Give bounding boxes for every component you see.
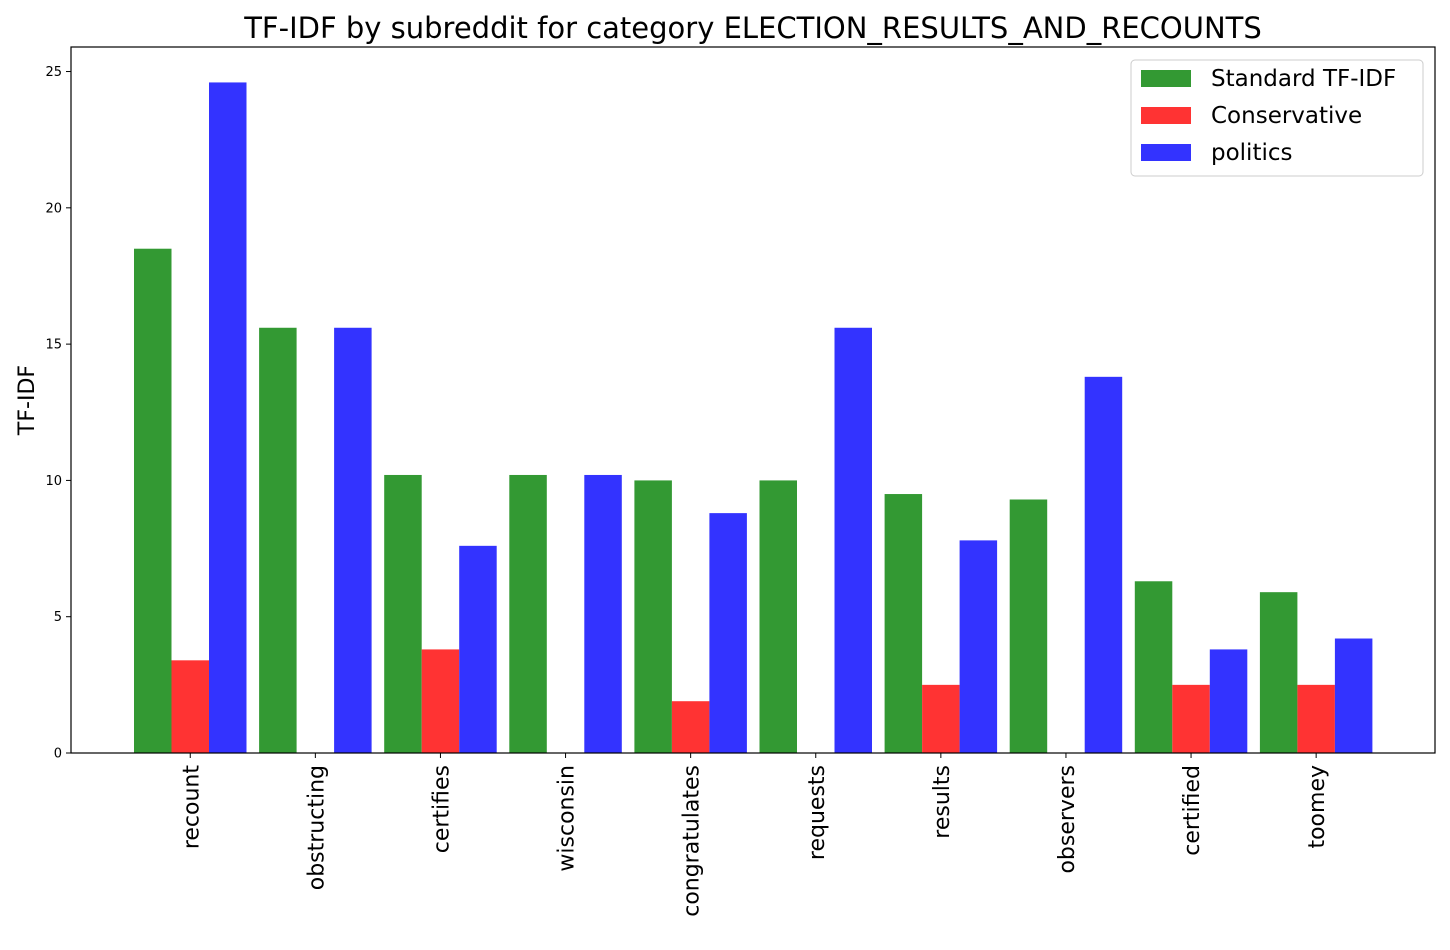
bar-politics-observers — [1084, 376, 1123, 753]
y-axis: 0 5 10 15 20 25 — [45, 65, 71, 762]
bar-conservative-certified — [1172, 684, 1210, 753]
legend-label-conservative: Conservative — [1211, 103, 1362, 129]
chart-title: TF-IDF by subreddit for category ELECTIO… — [243, 11, 1262, 45]
bar-standard-tf-idf-recount — [134, 248, 172, 753]
y-tick-label: 15 — [45, 338, 62, 353]
bar-politics-congratulates — [709, 513, 747, 753]
bars-layer — [134, 82, 1373, 754]
x-tick-label-observers: observers — [1055, 765, 1080, 874]
bar-standard-tf-idf-congratulates — [634, 480, 672, 753]
x-tick-label-certified: certified — [1180, 765, 1205, 856]
bar-conservative-congratulates — [671, 701, 710, 753]
legend-swatch-conservative — [1141, 107, 1191, 124]
legend: Standard TF-IDF Conservative politics — [1130, 59, 1424, 177]
x-tick-label-results: results — [930, 765, 955, 839]
bar-politics-certifies — [459, 545, 497, 753]
y-tick-label: 10 — [45, 474, 62, 489]
bar-politics-recount — [209, 82, 247, 754]
x-tick-label-certifies: certifies — [429, 765, 454, 853]
bar-conservative-recount — [171, 660, 209, 753]
bar-standard-tf-idf-obstructing — [259, 327, 297, 753]
bar-standard-tf-idf-certified — [1134, 581, 1173, 753]
y-tick-label: 20 — [45, 201, 62, 216]
x-tick-label-requests: requests — [805, 765, 830, 860]
legend-box — [1130, 59, 1424, 177]
x-tick-label-wisconsin: wisconsin — [555, 765, 580, 872]
plot-frame — [70, 46, 1436, 754]
bar-standard-tf-idf-observers — [1009, 499, 1048, 753]
bar-conservative-results — [922, 684, 960, 753]
bar-politics-results — [959, 540, 998, 753]
bar-standard-tf-idf-results — [884, 494, 923, 753]
bar-standard-tf-idf-certifies — [384, 474, 422, 753]
y-tick-label: 5 — [54, 610, 62, 625]
bar-standard-tf-idf-toomey — [1259, 592, 1298, 753]
bar-standard-tf-idf-requests — [759, 480, 797, 753]
bar-politics-requests — [834, 327, 872, 753]
x-tick-label-toomey: toomey — [1305, 765, 1330, 849]
legend-swatch-politics — [1141, 144, 1191, 161]
y-tick-label: 25 — [45, 65, 62, 80]
x-tick-label-obstructing: obstructing — [304, 765, 329, 890]
bar-conservative-certifies — [421, 649, 460, 753]
bar-politics-certified — [1209, 649, 1248, 753]
bar-politics-obstructing — [334, 327, 372, 753]
x-tick-label-congratulates: congratulates — [680, 765, 705, 917]
x-tick-label-recount: recount — [179, 765, 204, 850]
legend-swatch-standard-tf-idf — [1141, 70, 1191, 87]
bar-politics-toomey — [1334, 638, 1373, 753]
y-tick-label: 0 — [54, 747, 62, 762]
bar-standard-tf-idf-wisconsin — [509, 474, 547, 753]
bar-conservative-toomey — [1297, 684, 1335, 753]
x-axis: recount obstructing certifies wisconsin cong… — [179, 753, 1330, 917]
bar-politics-wisconsin — [584, 474, 622, 753]
legend-label-standard-tf-idf: Standard TF-IDF — [1211, 66, 1396, 92]
y-axis-label: TF-IDF — [15, 365, 40, 436]
legend-label-politics: politics — [1211, 140, 1293, 166]
